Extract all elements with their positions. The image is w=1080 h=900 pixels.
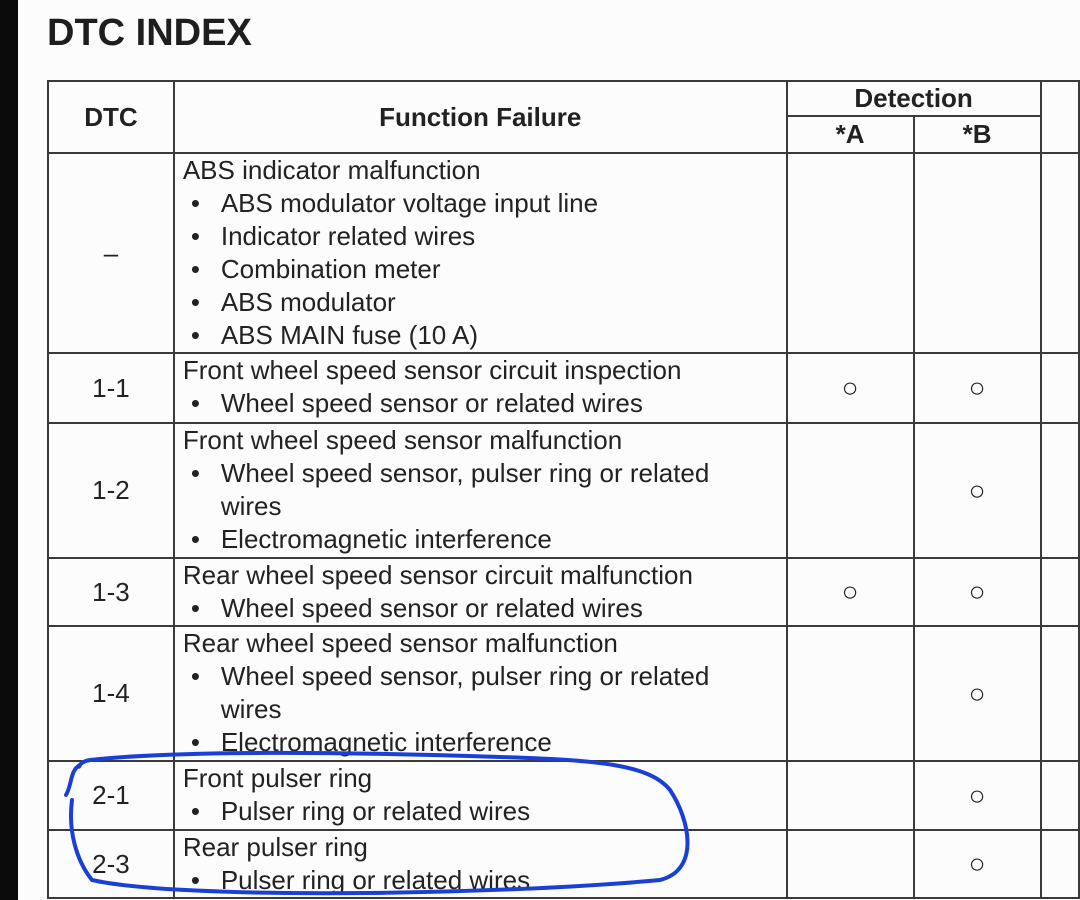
function-item-wrap: wires (220, 694, 282, 724)
detection-b: ○ (912, 557, 1042, 627)
dtc-code: 1-3 (47, 557, 175, 627)
detection-a (785, 152, 915, 354)
function-title: ABS indicator malfunction (182, 155, 481, 185)
header-extra (1039, 80, 1080, 154)
function-item: Indicator related wires (183, 220, 786, 253)
table-row: 1-3 Rear wheel speed sensor circuit malf… (47, 557, 1080, 627)
dtc-code: 1-2 (47, 422, 175, 559)
dtc-table: DTC Function Failure Detection *A *B – A… (47, 80, 1080, 899)
header-b: *B (912, 115, 1042, 154)
header-function: Function Failure (172, 80, 788, 154)
extra-cell (1039, 557, 1080, 627)
function-item: Wheel speed sensor or related wires (183, 387, 786, 420)
function-failure-cell: Front wheel speed sensor circuit inspect… (172, 352, 788, 424)
header-detection: Detection (785, 80, 1042, 117)
detection-a (785, 829, 915, 899)
extra-cell (1039, 352, 1080, 424)
dtc-code: 1-4 (47, 625, 175, 762)
dtc-code: 2-1 (47, 760, 175, 831)
page-title: DTC INDEX (47, 12, 252, 54)
function-title: Front wheel speed sensor malfunction (182, 425, 623, 455)
function-title: Rear wheel speed sensor malfunction (182, 628, 618, 658)
function-item: ABS modulator (183, 286, 786, 319)
extra-cell (1039, 829, 1080, 899)
function-item: Wheel speed sensor or related wires (183, 592, 786, 625)
extra-cell (1039, 625, 1080, 762)
extra-cell (1039, 760, 1080, 831)
dtc-code: 1-1 (47, 352, 175, 424)
detection-b: ○ (912, 422, 1042, 559)
extra-cell (1039, 152, 1080, 354)
detection-b: ○ (912, 829, 1042, 899)
function-failure-cell: Rear wheel speed sensor circuit malfunct… (172, 557, 788, 627)
function-item: Electromagnetic interference (183, 523, 786, 556)
function-item: Combination meter (183, 253, 786, 286)
detection-b: ○ (912, 625, 1042, 762)
header-a: *A (785, 115, 915, 154)
function-failure-cell: Rear pulser ringPulser ring or related w… (172, 829, 788, 899)
function-item: Wheel speed sensor, pulser ring or relat… (183, 660, 786, 693)
function-failure-cell: Front wheel speed sensor malfunctionWhee… (172, 422, 788, 559)
detection-b: ○ (912, 760, 1042, 831)
table-row: 1-1 Front wheel speed sensor circuit ins… (47, 352, 1080, 424)
table-row: 2-3 Rear pulser ringPulser ring or relat… (47, 829, 1080, 899)
function-item: ABS modulator voltage input line (183, 187, 786, 220)
function-item: ABS MAIN fuse (10 A) (183, 319, 786, 352)
detection-a (785, 760, 915, 831)
function-title: Front pulser ring (182, 763, 373, 793)
header-dtc: DTC (47, 80, 175, 154)
scan-edge (0, 0, 18, 900)
extra-cell (1039, 422, 1080, 559)
detection-b: ○ (912, 352, 1042, 424)
dtc-code: – (47, 152, 175, 354)
function-title: Rear pulser ring (182, 832, 368, 862)
table-row: 1-2 Front wheel speed sensor malfunction… (47, 422, 1080, 559)
function-item: Wheel speed sensor, pulser ring or relat… (183, 457, 786, 490)
detection-a (785, 625, 915, 762)
function-failure-cell: ABS indicator malfunctionABS modulator v… (172, 152, 788, 354)
function-title: Front wheel speed sensor circuit inspect… (182, 355, 682, 385)
function-item-wrap: wires (220, 491, 282, 521)
function-title: Rear wheel speed sensor circuit malfunct… (182, 560, 693, 590)
detection-a (785, 422, 915, 559)
detection-a: ○ (785, 557, 915, 627)
detection-b (912, 152, 1042, 354)
detection-a: ○ (785, 352, 915, 424)
table-row: 2-1 Front pulser ringPulser ring or rela… (47, 760, 1080, 831)
function-item: Pulser ring or related wires (183, 795, 786, 828)
table-row: – ABS indicator malfunctionABS modulator… (47, 152, 1080, 354)
